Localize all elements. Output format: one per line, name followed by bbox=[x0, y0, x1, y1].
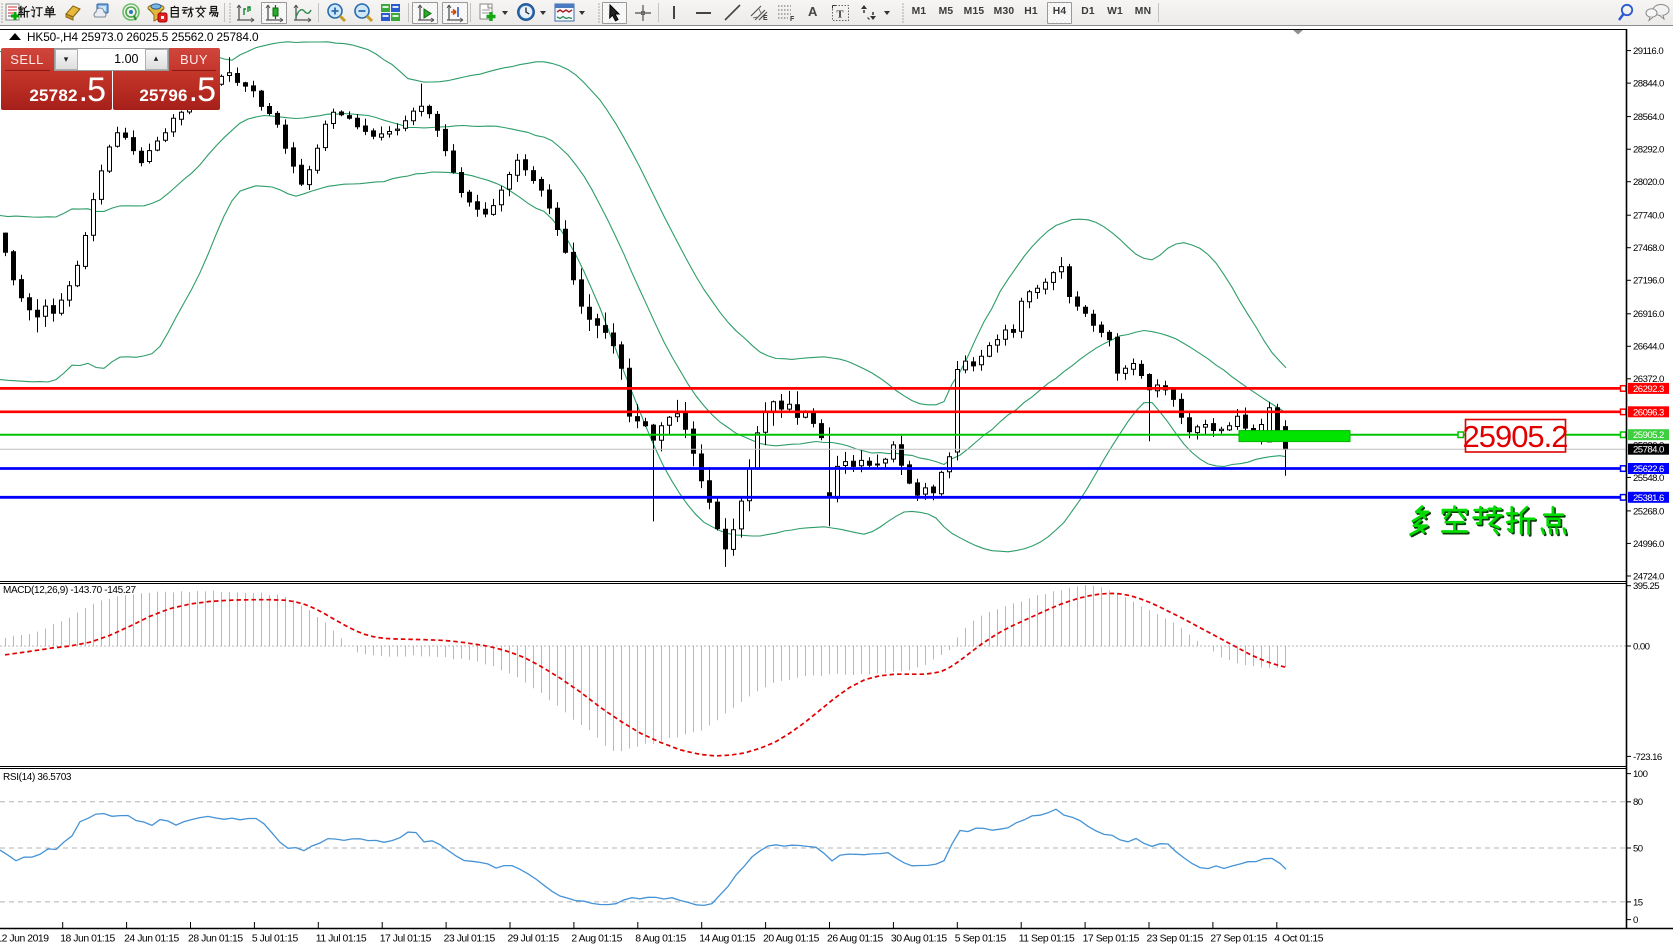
svg-text:26096.3: 26096.3 bbox=[1633, 407, 1664, 418]
svg-text:28 Jun 01:15: 28 Jun 01:15 bbox=[188, 934, 243, 945]
svg-text:18 Jun 01:15: 18 Jun 01:15 bbox=[60, 934, 115, 945]
svg-text:27 Sep 01:15: 27 Sep 01:15 bbox=[1210, 934, 1267, 945]
svg-text:28844.0: 28844.0 bbox=[1633, 79, 1664, 90]
svg-text:27468.0: 27468.0 bbox=[1633, 243, 1664, 254]
svg-text:11 Sep 01:15: 11 Sep 01:15 bbox=[1019, 934, 1075, 945]
svg-text:27740.0: 27740.0 bbox=[1633, 211, 1664, 222]
svg-text:23 Sep 01:15: 23 Sep 01:15 bbox=[1147, 934, 1204, 945]
svg-text:15: 15 bbox=[1633, 897, 1643, 908]
svg-text:0: 0 bbox=[1633, 915, 1638, 926]
svg-text:25905.2: 25905.2 bbox=[1462, 419, 1567, 454]
svg-text:12 Jun 2019: 12 Jun 2019 bbox=[0, 934, 49, 945]
svg-text:24 Jun 01:15: 24 Jun 01:15 bbox=[124, 934, 179, 945]
svg-text:25381.6: 25381.6 bbox=[1633, 493, 1664, 504]
svg-text:5 Jul 01:15: 5 Jul 01:15 bbox=[252, 934, 299, 945]
svg-text:26372.0: 26372.0 bbox=[1633, 374, 1664, 385]
svg-text:HK50-,H4 25973.0 26025.5 2556: HK50-,H4 25973.0 26025.5 25562.0 25784.0 bbox=[27, 30, 259, 44]
svg-text:28020.0: 28020.0 bbox=[1633, 177, 1664, 188]
svg-text:RSI(14) 36.5703: RSI(14) 36.5703 bbox=[3, 772, 72, 783]
svg-text:-723.16: -723.16 bbox=[1633, 752, 1662, 763]
svg-text:25784.0: 25784.0 bbox=[1633, 445, 1664, 456]
svg-text:24724.0: 24724.0 bbox=[1633, 571, 1664, 582]
svg-text:E: E bbox=[763, 15, 768, 22]
svg-text:28564.0: 28564.0 bbox=[1633, 112, 1664, 123]
svg-text:14 Aug 01:15: 14 Aug 01:15 bbox=[699, 934, 756, 945]
svg-text:100: 100 bbox=[1633, 769, 1648, 780]
svg-text:29 Jul 01:15: 29 Jul 01:15 bbox=[508, 934, 560, 945]
svg-text:28292.0: 28292.0 bbox=[1633, 145, 1664, 156]
svg-text:80: 80 bbox=[1633, 797, 1643, 808]
svg-text:25268.0: 25268.0 bbox=[1633, 506, 1664, 517]
svg-text:11 Jul 01:15: 11 Jul 01:15 bbox=[316, 934, 367, 945]
svg-text:MACD(12,26,9) -143.70 -145.27: MACD(12,26,9) -143.70 -145.27 bbox=[3, 585, 136, 596]
svg-text:8 Aug 01:15: 8 Aug 01:15 bbox=[635, 934, 686, 945]
svg-text:T: T bbox=[837, 10, 844, 21]
svg-text:26 Aug 01:15: 26 Aug 01:15 bbox=[827, 934, 884, 945]
svg-text:25622.6: 25622.6 bbox=[1633, 464, 1664, 475]
svg-text:25548.0: 25548.0 bbox=[1633, 473, 1664, 484]
svg-text:395.25: 395.25 bbox=[1633, 581, 1659, 592]
svg-text:50: 50 bbox=[1633, 843, 1643, 854]
svg-text:5 Sep 01:15: 5 Sep 01:15 bbox=[955, 934, 1007, 945]
svg-text:17 Sep 01:15: 17 Sep 01:15 bbox=[1083, 934, 1140, 945]
svg-text:0.00: 0.00 bbox=[1633, 641, 1650, 652]
svg-text:4 Oct 01:15: 4 Oct 01:15 bbox=[1274, 934, 1323, 945]
svg-text:F: F bbox=[790, 16, 795, 22]
svg-text:27196.0: 27196.0 bbox=[1633, 276, 1664, 287]
svg-text:29116.0: 29116.0 bbox=[1633, 46, 1663, 57]
svg-text:26644.0: 26644.0 bbox=[1633, 342, 1664, 353]
svg-text:25830.0: 25830.0 bbox=[1633, 440, 1664, 451]
svg-text:30 Aug 01:15: 30 Aug 01:15 bbox=[891, 934, 948, 945]
svg-text:17 Jul 01:15: 17 Jul 01:15 bbox=[380, 934, 432, 945]
svg-text:20 Aug 01:15: 20 Aug 01:15 bbox=[763, 934, 820, 945]
svg-text:26292.3: 26292.3 bbox=[1633, 384, 1664, 395]
svg-text:24996.0: 24996.0 bbox=[1633, 539, 1664, 550]
svg-text:23 Jul 01:15: 23 Jul 01:15 bbox=[444, 934, 496, 945]
svg-text:26916.0: 26916.0 bbox=[1633, 309, 1664, 320]
svg-text:2 Aug 01:15: 2 Aug 01:15 bbox=[571, 934, 622, 945]
svg-text:25905.2: 25905.2 bbox=[1633, 430, 1664, 441]
